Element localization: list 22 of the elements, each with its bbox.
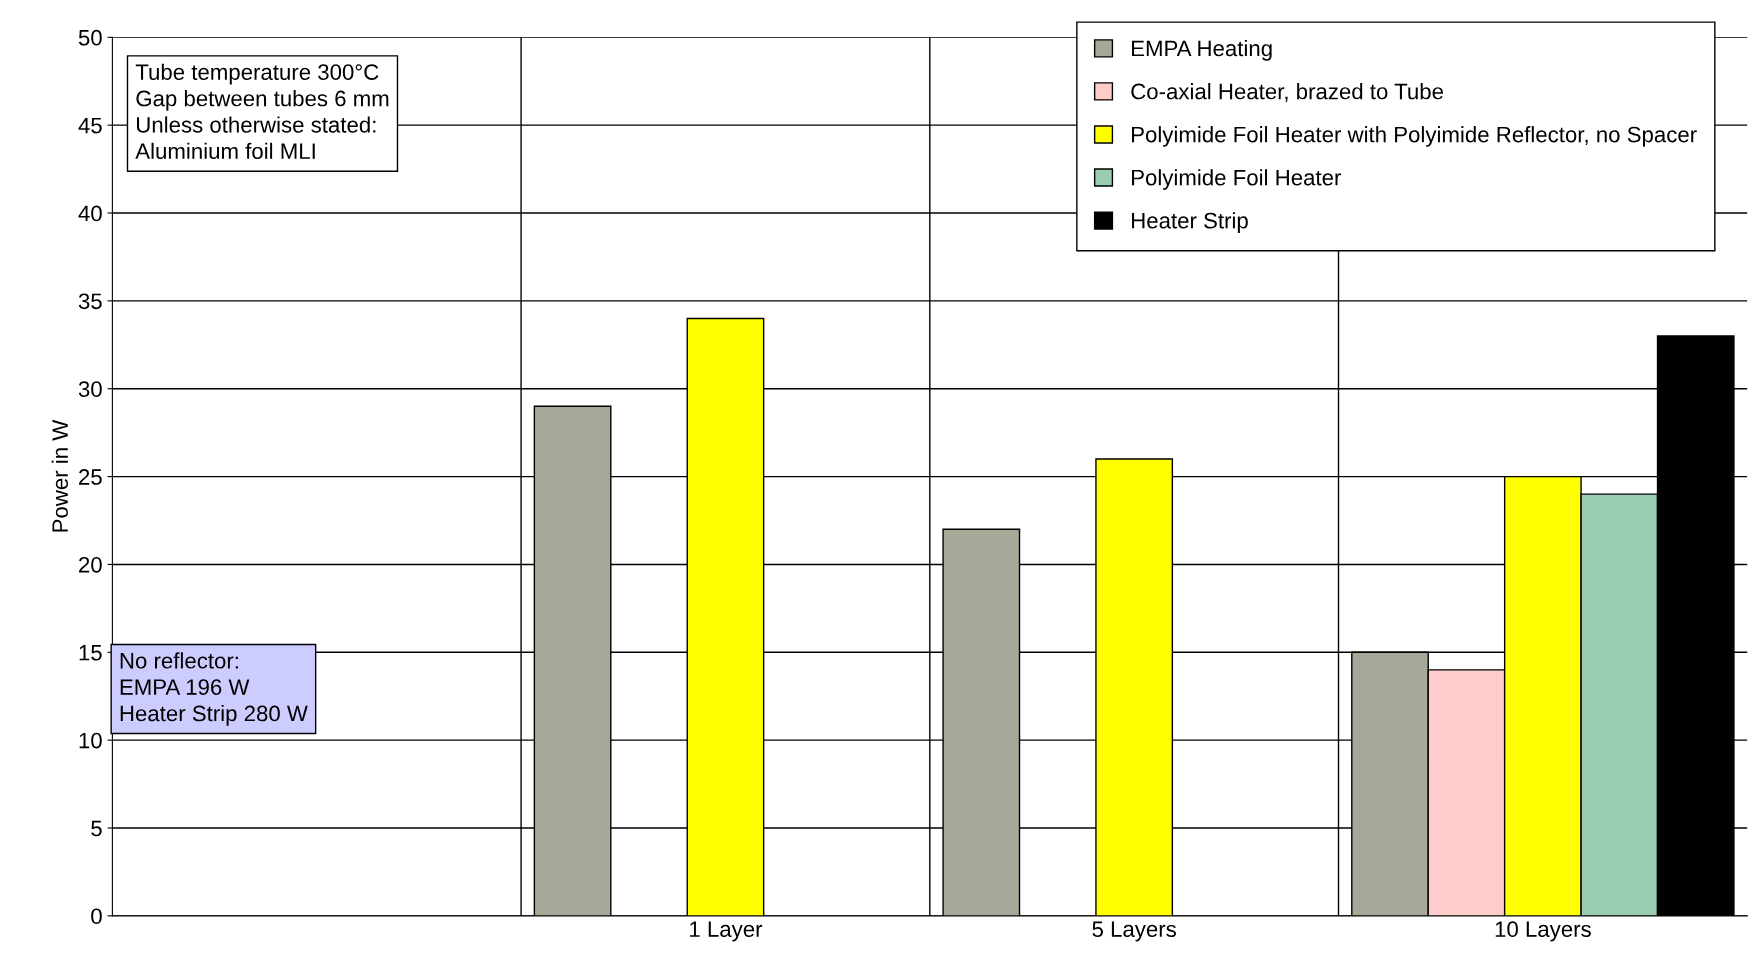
y-tick-label: 30 (78, 381, 102, 397)
legend-label: Polyimide Foil Heater (1132, 169, 1342, 190)
annotation: No reflector: EMPA 196 W Heater Strip 280 W (120, 652, 308, 726)
y-tick-label: 25 (79, 469, 102, 485)
y-tick-label: 40 (78, 205, 102, 222)
y-tick-label: 50 (78, 29, 102, 46)
annotation: Tube temperature 300°C Gap between tubes 6 mm Unless otherwise stated: Aluminium foil MLI (135, 63, 389, 160)
y-tick-label: 20 (79, 556, 102, 573)
y-tick-label: 35 (78, 293, 102, 310)
y-tick-label: 0 (91, 908, 102, 925)
x-tick-label: 1 Layer (690, 921, 763, 942)
y-tick-label: 10 (79, 732, 102, 749)
legend-label: Co-axial Heater, brazed to Tube (1131, 83, 1443, 102)
legend-label: Heater Strip (1132, 212, 1248, 233)
y-tick-label: 5 (91, 820, 102, 837)
legend-label: EMPA Heating (1132, 39, 1272, 61)
x-tick-label: 5 Layers (1092, 921, 1176, 942)
y-axis-title: Power in W (51, 419, 68, 532)
y-tick-label: 45 (78, 117, 102, 134)
legend-label: Polyimide Foil Heater with Polyimide Reflector, no Spacer (1132, 126, 1697, 147)
x-tick-label: 10 Layers (1495, 921, 1591, 942)
y-tick-label: 15 (79, 645, 102, 661)
